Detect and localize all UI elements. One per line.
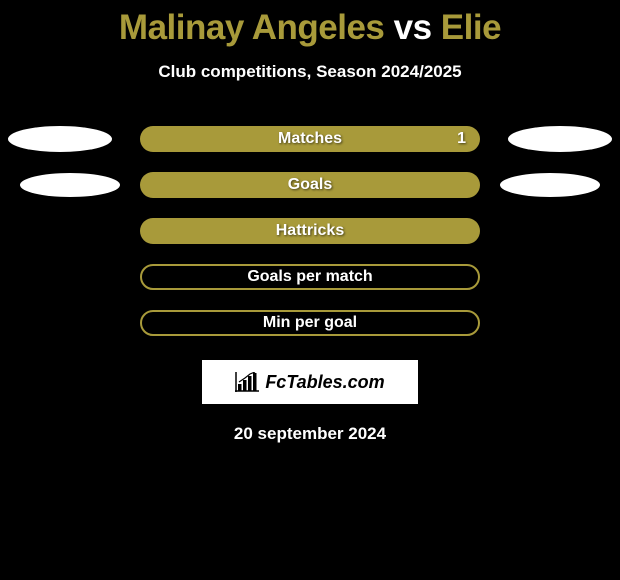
player1-name: Malinay Angeles [119, 8, 384, 47]
logo-box: FcTables.com [202, 360, 418, 404]
left-value-ellipse [8, 126, 112, 152]
stat-label: Goals [288, 176, 332, 194]
stat-row: Min per goal [0, 310, 620, 336]
date-label: 20 september 2024 [0, 424, 620, 444]
stat-value-right: 1 [457, 130, 466, 148]
page-title: Malinay Angeles vs Elie [0, 8, 620, 48]
stat-label: Min per goal [263, 314, 357, 332]
stat-bar: Goals [140, 172, 480, 198]
subtitle: Club competitions, Season 2024/2025 [0, 62, 620, 82]
stat-row: Matches 1 [0, 126, 620, 152]
stat-label: Matches [278, 130, 342, 148]
bar-chart-icon [235, 372, 259, 392]
stat-row: Hattricks [0, 218, 620, 244]
stat-label: Goals per match [247, 268, 372, 286]
stat-rows: Matches 1 Goals Hattricks Goals per match Min… [0, 126, 620, 336]
left-value-ellipse [20, 173, 120, 197]
right-value-ellipse [508, 126, 612, 152]
logo: FcTables.com [235, 372, 384, 393]
logo-text: FcTables.com [265, 372, 384, 393]
player2-name: Elie [441, 8, 501, 47]
stat-bar: Hattricks [140, 218, 480, 244]
comparison-container: Malinay Angeles vs Elie Club competition… [0, 0, 620, 444]
stat-row: Goals per match [0, 264, 620, 290]
stat-label: Hattricks [276, 222, 344, 240]
stat-row: Goals [0, 172, 620, 198]
vs-text: vs [394, 8, 432, 47]
stat-bar: Goals per match [140, 264, 480, 290]
stat-bar: Min per goal [140, 310, 480, 336]
right-value-ellipse [500, 173, 600, 197]
stat-bar: Matches 1 [140, 126, 480, 152]
